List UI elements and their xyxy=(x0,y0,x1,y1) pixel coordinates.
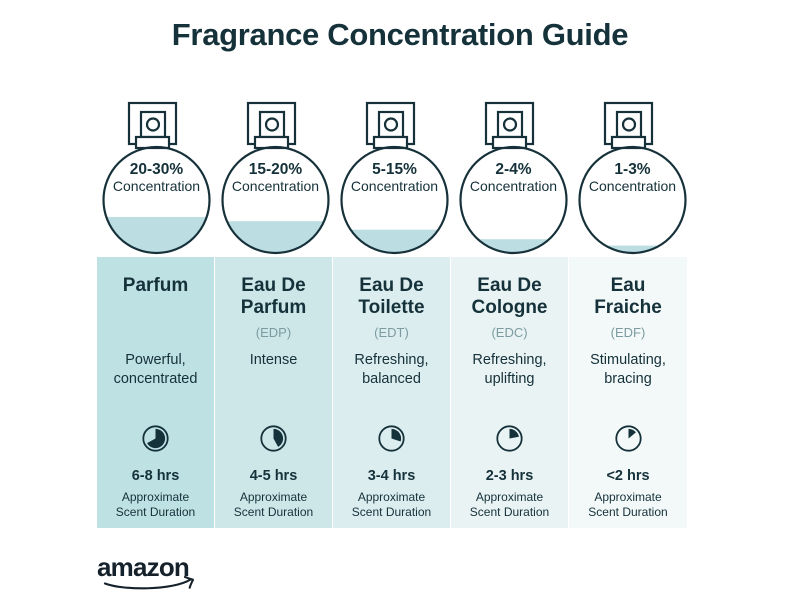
svg-text:amazon: amazon xyxy=(97,552,189,582)
svg-text:Concentration: Concentration xyxy=(470,178,557,194)
svg-text:15-20%: 15-20% xyxy=(249,161,303,178)
svg-text:2-4%: 2-4% xyxy=(495,161,531,178)
svg-text:20-30%: 20-30% xyxy=(130,161,184,178)
svg-text:Concentration: Concentration xyxy=(232,178,319,194)
svg-text:1-3%: 1-3% xyxy=(614,161,650,178)
svg-text:5-15%: 5-15% xyxy=(372,161,417,178)
svg-text:Concentration: Concentration xyxy=(113,178,200,194)
svg-text:Concentration: Concentration xyxy=(351,178,438,194)
svg-text:Concentration: Concentration xyxy=(589,178,676,194)
